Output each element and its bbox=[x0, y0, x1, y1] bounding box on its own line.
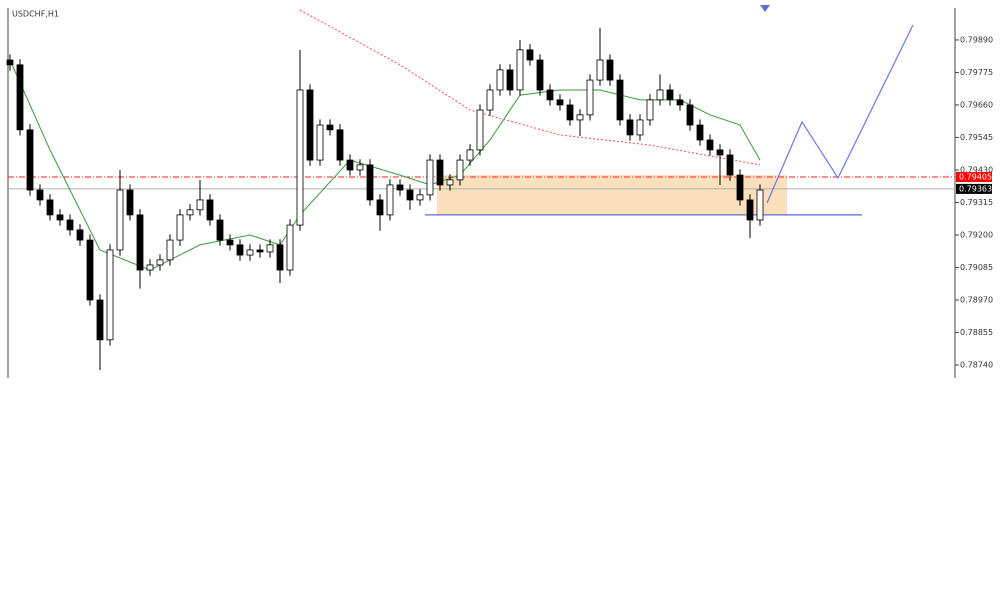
candle-body bbox=[576, 114, 584, 121]
candle-body bbox=[756, 189, 764, 221]
candle-body bbox=[736, 174, 744, 201]
candle-body bbox=[166, 239, 174, 261]
candle-body bbox=[286, 224, 294, 271]
candle-body bbox=[436, 159, 444, 186]
candle-body bbox=[726, 154, 734, 176]
candle-body bbox=[446, 179, 454, 186]
candle-body bbox=[276, 244, 284, 271]
candle-body bbox=[36, 189, 44, 201]
candle-body bbox=[496, 69, 504, 91]
marker bbox=[760, 5, 770, 12]
candle-body bbox=[626, 119, 634, 136]
candle-body bbox=[196, 199, 204, 211]
y-tick-label: 0.79085 bbox=[960, 263, 993, 272]
candle-body bbox=[686, 104, 694, 126]
candle-body bbox=[366, 164, 374, 201]
candle-body bbox=[546, 89, 554, 101]
candle-body bbox=[326, 124, 334, 131]
y-tick-label: 0.78855 bbox=[960, 328, 993, 337]
candle-body bbox=[6, 59, 14, 66]
candle-body bbox=[426, 159, 434, 196]
candle-body bbox=[456, 159, 464, 181]
y-tick-label: 0.79890 bbox=[960, 35, 993, 44]
candle-body bbox=[656, 89, 664, 101]
candle-body bbox=[696, 124, 704, 141]
candle-body bbox=[406, 189, 414, 201]
y-tick-label: 0.79775 bbox=[960, 68, 993, 77]
candle-body bbox=[466, 149, 474, 161]
y-tick-label: 0.79315 bbox=[960, 198, 993, 207]
candle-body bbox=[106, 249, 114, 341]
candle-body bbox=[56, 214, 64, 221]
y-tick-label: 0.79430 bbox=[960, 165, 993, 174]
candle-body bbox=[46, 199, 54, 216]
candle-body bbox=[536, 59, 544, 91]
candle-body bbox=[596, 59, 604, 81]
candle-body bbox=[246, 249, 254, 256]
candle-body bbox=[336, 129, 344, 161]
candle-body bbox=[156, 259, 164, 266]
candle-body bbox=[16, 64, 24, 131]
candle-body bbox=[376, 199, 384, 216]
y-tick-label: 0.78970 bbox=[960, 295, 993, 304]
candle-body bbox=[676, 99, 684, 106]
candle-body bbox=[226, 239, 234, 246]
zone bbox=[437, 175, 787, 215]
candle-body bbox=[136, 214, 144, 271]
candle-body bbox=[616, 79, 624, 121]
candle-body bbox=[396, 184, 404, 191]
candle-body bbox=[526, 49, 534, 61]
price-label-box bbox=[956, 183, 992, 194]
candle-body bbox=[516, 49, 524, 91]
candle-body bbox=[76, 229, 84, 241]
candle-body bbox=[486, 89, 494, 111]
candle-body bbox=[746, 199, 754, 221]
price-label: 0.79363 bbox=[959, 184, 992, 193]
y-tick-label: 0.79660 bbox=[960, 100, 993, 109]
candle-body bbox=[636, 119, 644, 136]
candle-body bbox=[316, 124, 324, 161]
candle-body bbox=[236, 244, 244, 256]
y-tick-label: 0.79200 bbox=[960, 230, 993, 239]
candle-body bbox=[86, 239, 94, 301]
candle-body bbox=[26, 129, 34, 191]
candle-body bbox=[346, 159, 354, 171]
candle-body bbox=[116, 189, 124, 251]
candle-body bbox=[606, 59, 614, 81]
candle-body bbox=[586, 79, 594, 116]
candle-body bbox=[176, 214, 184, 241]
candle-body bbox=[706, 139, 714, 151]
candle-body bbox=[556, 99, 564, 106]
candle-body bbox=[96, 299, 104, 341]
candle-body bbox=[666, 89, 674, 101]
price-label: 0.79405 bbox=[959, 173, 992, 182]
candle-body bbox=[146, 264, 154, 271]
candle-body bbox=[266, 244, 274, 253]
candle-body bbox=[296, 89, 304, 226]
candle-body bbox=[206, 199, 214, 221]
candle-body bbox=[566, 104, 574, 121]
candle-body bbox=[646, 99, 654, 121]
chart-title: USDCHF,H1 bbox=[12, 10, 59, 19]
candle-body bbox=[256, 249, 264, 253]
candle-body bbox=[306, 89, 314, 161]
price-label-box bbox=[956, 172, 992, 183]
candle-body bbox=[476, 109, 484, 151]
moving-average bbox=[299, 9, 761, 166]
y-tick-label: 0.79545 bbox=[960, 133, 993, 142]
candle-body bbox=[216, 219, 224, 241]
candle-body bbox=[66, 219, 74, 231]
candle-body bbox=[386, 184, 394, 216]
projection bbox=[766, 24, 914, 204]
candle-body bbox=[186, 209, 194, 216]
y-tick-label: 0.78740 bbox=[960, 360, 993, 369]
candle-body bbox=[506, 69, 514, 91]
candle-body bbox=[356, 164, 364, 171]
candle-body bbox=[126, 189, 134, 216]
candle-body bbox=[716, 149, 724, 156]
candle-body bbox=[416, 194, 424, 201]
